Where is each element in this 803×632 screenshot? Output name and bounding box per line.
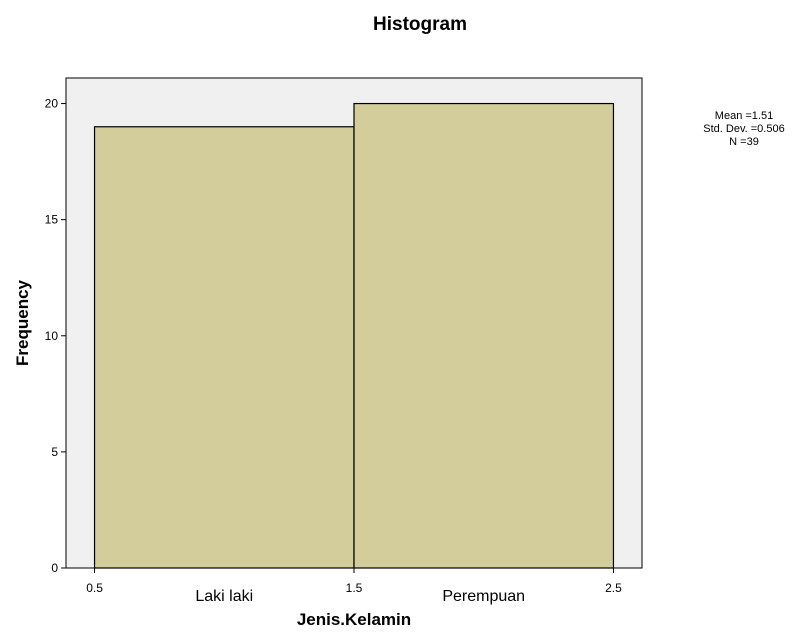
stat-std-dev: Std. Dev. =0.506: [703, 123, 784, 135]
chart-title: Histogram: [373, 14, 467, 35]
y-tick-label: 20: [45, 97, 59, 111]
y-tick-label: 5: [51, 445, 58, 459]
y-tick-label: 0: [51, 561, 58, 575]
bars-group: [93, 102, 615, 569]
stat-mean: Mean =1.51: [715, 110, 773, 122]
stats-box: Mean =1.51 Std. Dev. =0.506 N =39: [703, 110, 784, 148]
y-axis: 0 5 10 15 20: [45, 97, 66, 575]
x-tick-label: 2.5: [605, 581, 622, 595]
y-tick-label: 10: [45, 329, 59, 343]
histogram-bar-1: [93, 126, 355, 569]
y-axis-title: Frequency: [13, 279, 32, 366]
x-axis: 0.5 1.5 2.5: [86, 568, 622, 595]
category-labels: Laki laki Perempuan: [195, 588, 525, 605]
x-axis-title: Jenis.Kelamin: [297, 610, 411, 629]
histogram-bar-2: [353, 102, 615, 569]
x-tick-label: 1.5: [346, 581, 363, 595]
y-tick-label: 15: [45, 213, 59, 227]
stat-n: N =39: [729, 136, 759, 148]
x-tick-label: 0.5: [86, 581, 103, 595]
category-label: Perempuan: [442, 588, 525, 605]
category-label: Laki laki: [195, 588, 253, 605]
